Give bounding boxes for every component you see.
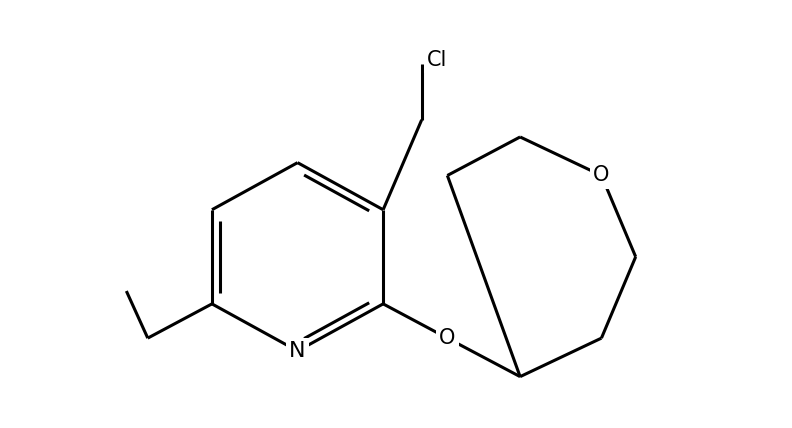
- Text: Cl: Cl: [427, 50, 447, 70]
- Text: O: O: [593, 166, 610, 185]
- Text: N: N: [289, 341, 306, 361]
- Text: O: O: [440, 328, 455, 348]
